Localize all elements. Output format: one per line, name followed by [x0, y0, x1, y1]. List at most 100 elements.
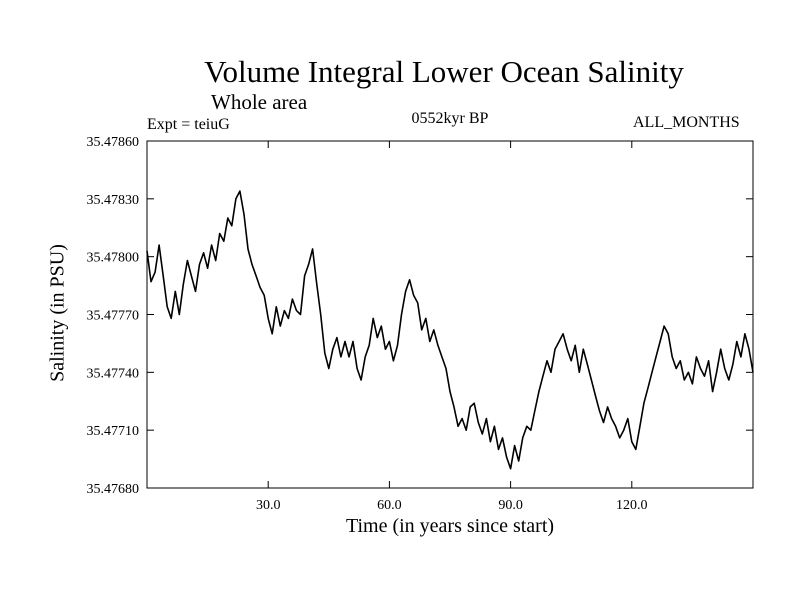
data-point — [146, 250, 148, 252]
data-point — [566, 348, 568, 350]
data-point — [506, 456, 507, 458]
data-point — [368, 344, 370, 346]
chart-title: Volume Integral Lower Ocean Salinity — [204, 54, 684, 89]
data-point — [655, 356, 657, 358]
data-point — [332, 348, 334, 350]
data-point — [740, 356, 742, 358]
data-point — [174, 290, 176, 292]
data-point — [518, 460, 520, 462]
data-point — [667, 333, 669, 335]
data-point — [340, 356, 342, 358]
data-point — [554, 348, 556, 350]
data-point — [300, 314, 301, 315]
chart-axes — [146, 140, 754, 489]
data-point — [223, 240, 225, 242]
data-point — [316, 283, 318, 285]
period-label: 0552kyr BP — [411, 110, 489, 127]
data-point — [344, 341, 346, 342]
data-point — [251, 263, 253, 265]
data-point — [328, 368, 330, 369]
data-point — [582, 348, 584, 350]
y-tick-label: 35.47860 — [87, 135, 140, 150]
data-point — [728, 379, 730, 381]
experiment-label: Expt = teiuG — [147, 116, 230, 133]
data-point — [376, 337, 378, 339]
data-point — [639, 425, 641, 427]
data-point — [259, 287, 261, 288]
data-point — [591, 379, 592, 381]
data-point — [154, 271, 156, 273]
y-tick-label: 35.47830 — [87, 193, 140, 208]
data-point — [748, 348, 750, 350]
data-point — [720, 348, 722, 350]
data-point — [595, 395, 596, 396]
data-point — [449, 391, 451, 393]
data-point — [304, 275, 305, 277]
data-series — [146, 190, 754, 470]
y-tick-label: 35.47710 — [87, 424, 140, 439]
data-point — [421, 329, 423, 331]
data-point — [429, 341, 431, 342]
data-point — [247, 248, 249, 250]
data-point — [292, 298, 293, 300]
data-point — [308, 263, 309, 265]
data-point — [651, 371, 653, 373]
data-point — [255, 275, 257, 277]
data-point — [578, 371, 580, 373]
data-point — [227, 217, 229, 219]
x-tick-label: 120.0 — [616, 498, 648, 513]
data-point — [195, 290, 196, 292]
data-point — [187, 260, 188, 261]
y-tick-label: 35.47680 — [87, 482, 140, 497]
data-point — [465, 429, 467, 431]
data-point — [599, 410, 600, 412]
data-point — [542, 375, 544, 377]
data-point — [631, 441, 633, 443]
y-tick-label: 35.47800 — [87, 251, 140, 266]
data-point — [716, 371, 718, 373]
data-point — [231, 225, 233, 227]
data-point — [413, 294, 415, 296]
data-point — [498, 449, 499, 450]
data-point — [603, 422, 604, 423]
data-point — [663, 325, 665, 327]
data-point — [704, 375, 705, 377]
data-point — [490, 441, 491, 443]
data-point — [526, 425, 528, 427]
y-tick-label: 35.47770 — [87, 309, 140, 324]
data-point — [441, 356, 443, 358]
data-point — [752, 371, 754, 373]
data-point — [215, 260, 217, 261]
data-point — [700, 368, 701, 369]
data-point — [275, 306, 277, 308]
data-point — [619, 437, 621, 439]
data-point — [627, 418, 629, 419]
data-point — [211, 244, 213, 246]
data-point — [267, 317, 269, 319]
data-point — [271, 333, 273, 335]
data-point — [481, 433, 483, 435]
x-tick-label: 90.0 — [498, 498, 523, 513]
data-point — [485, 418, 487, 419]
data-point — [352, 341, 354, 342]
data-point — [239, 190, 241, 192]
data-point — [538, 391, 540, 393]
data-point — [393, 360, 394, 362]
data-point — [203, 252, 204, 254]
data-point — [675, 368, 677, 369]
x-tick-label: 60.0 — [377, 498, 402, 513]
data-point — [611, 418, 612, 419]
data-point — [453, 406, 455, 408]
data-point — [696, 356, 697, 358]
data-point — [283, 310, 285, 312]
data-point — [550, 371, 552, 373]
data-point — [473, 402, 475, 404]
data-point — [356, 368, 358, 369]
y-tick-label: 35.47740 — [87, 366, 140, 381]
data-point — [679, 360, 681, 362]
data-point — [288, 317, 289, 319]
data-point — [158, 244, 160, 246]
data-point — [643, 402, 645, 404]
data-point — [380, 325, 382, 327]
data-point — [425, 317, 427, 319]
